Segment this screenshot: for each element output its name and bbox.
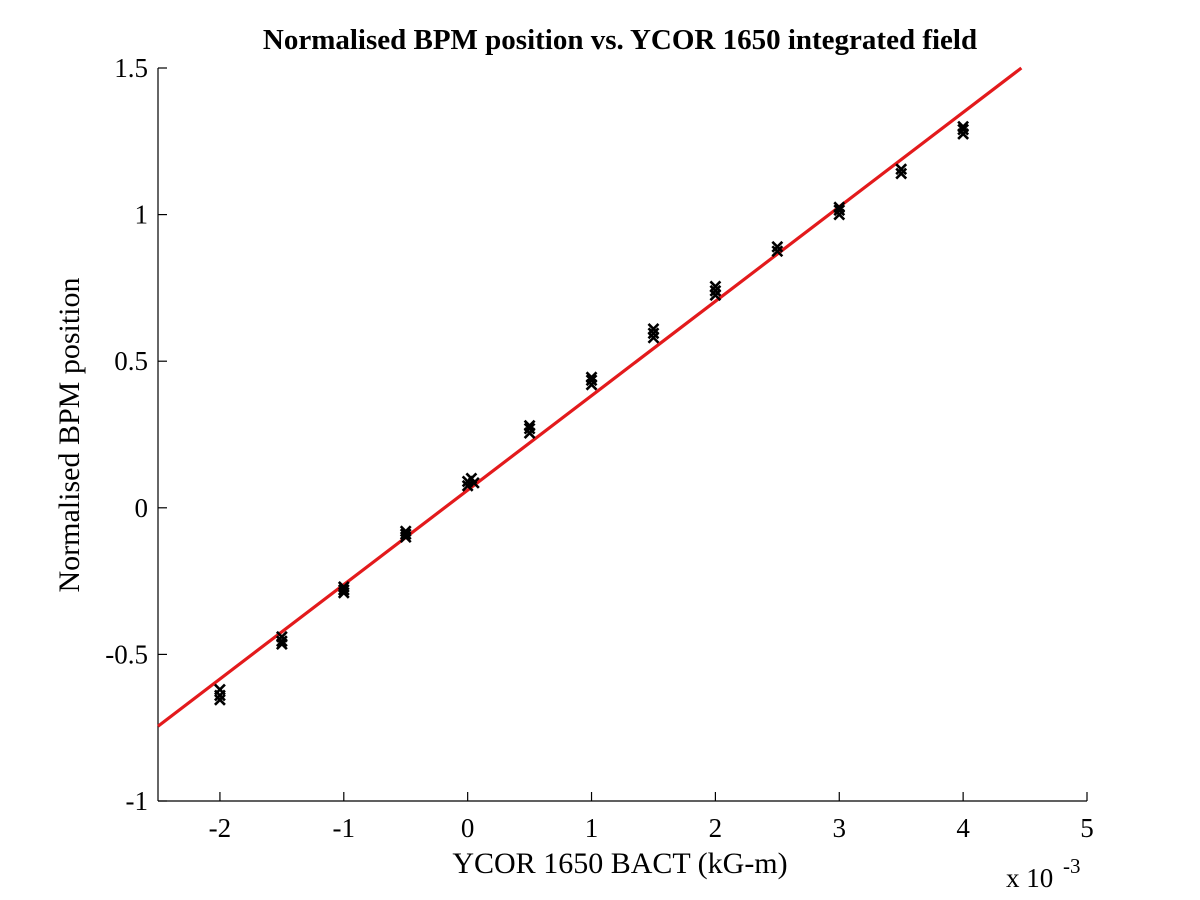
data-point-marker xyxy=(467,476,480,489)
y-tick-label: 0.5 xyxy=(114,346,148,376)
data-point-marker xyxy=(275,638,288,651)
data-point-marker xyxy=(709,289,722,302)
x-multiplier-base: x 10 xyxy=(1006,863,1053,893)
y-tick-label: -0.5 xyxy=(105,639,148,669)
chart-title: Normalised BPM position vs. YCOR 1650 in… xyxy=(263,24,977,56)
data-point-marker xyxy=(709,284,722,297)
y-tick-label: 0 xyxy=(135,493,149,523)
data-point-marker xyxy=(275,635,288,648)
data-point-marker xyxy=(214,693,226,706)
axes xyxy=(157,68,1087,802)
data-point-marker xyxy=(523,419,536,432)
data-point-marker xyxy=(647,327,660,340)
data-point-marker xyxy=(647,331,660,344)
data-point-marker xyxy=(895,167,908,180)
data-point-marker xyxy=(585,374,598,387)
data-point-marker xyxy=(337,586,350,599)
data-point-marker xyxy=(399,531,412,544)
data-point-marker xyxy=(957,123,970,136)
x-multiplier-exponent: -3 xyxy=(1063,854,1081,878)
data-point-marker xyxy=(833,201,846,214)
x-tick-label: 5 xyxy=(1080,813,1094,843)
data-point-marker xyxy=(833,204,846,217)
data-point-marker xyxy=(214,689,226,702)
x-axis-multiplier: x 10 -3 xyxy=(1006,854,1081,893)
x-tick-label: -1 xyxy=(333,813,356,843)
data-point-marker xyxy=(709,280,722,293)
data-point-marker xyxy=(399,528,412,541)
x-ticks: -2 -1 0 1 2 3 4 5 xyxy=(209,792,1094,843)
data-point-marker xyxy=(647,323,660,335)
data-point-marker xyxy=(461,479,474,492)
data-point-marker xyxy=(895,163,908,176)
y-tick-label: 1.5 xyxy=(114,53,148,83)
x-tick-label: 2 xyxy=(709,813,723,843)
data-point-marker xyxy=(771,245,784,258)
y-tick-label: -1 xyxy=(126,786,149,816)
x-axis-label: YCOR 1650 BACT (kG-m) xyxy=(452,847,787,880)
fit-line xyxy=(157,66,1023,728)
data-point-marker xyxy=(585,371,598,384)
data-point-marker xyxy=(523,422,536,435)
data-point-marker xyxy=(771,240,784,253)
x-tick-label: 4 xyxy=(956,813,970,843)
x-tick-label: -2 xyxy=(209,813,232,843)
data-point-marker xyxy=(337,583,350,596)
x-tick-label: 0 xyxy=(461,813,475,843)
y-tick-label: 1 xyxy=(135,200,149,230)
y-axis-label: Normalised BPM position xyxy=(53,277,86,592)
data-point-marker xyxy=(957,120,970,133)
y-ticks: -1 -0.5 0 0.5 1 1.5 xyxy=(105,53,167,816)
x-tick-label: 3 xyxy=(833,813,847,843)
x-tick-label: 1 xyxy=(585,813,599,843)
plot-area xyxy=(157,66,1023,728)
